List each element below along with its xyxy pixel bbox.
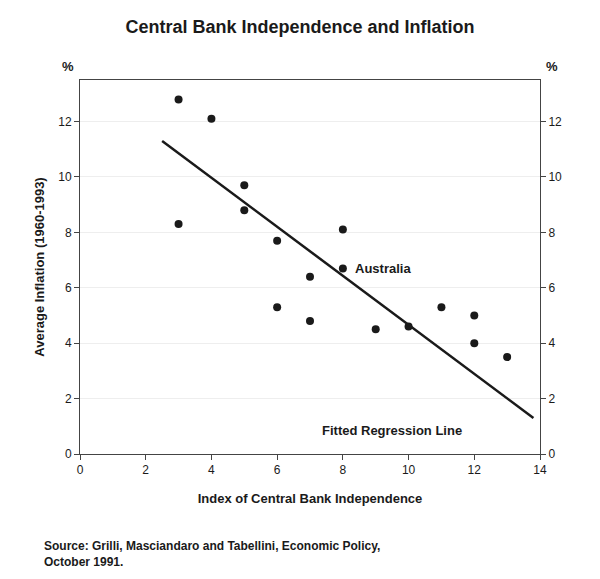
- svg-text:14: 14: [533, 463, 547, 477]
- svg-text:10: 10: [402, 463, 416, 477]
- svg-text:%: %: [546, 59, 558, 74]
- svg-text:12: 12: [548, 115, 562, 129]
- svg-text:6: 6: [548, 281, 555, 295]
- svg-text:0: 0: [77, 463, 84, 477]
- svg-text:%: %: [62, 59, 74, 74]
- svg-text:Australia: Australia: [355, 261, 411, 276]
- svg-text:Source: Grilli, Masciandaro an: Source: Grilli, Masciandaro and Tabellin…: [44, 539, 380, 569]
- svg-text:2: 2: [548, 392, 555, 406]
- svg-text:0: 0: [65, 447, 72, 461]
- svg-text:6: 6: [65, 281, 72, 295]
- svg-text:6: 6: [274, 463, 281, 477]
- svg-text:12: 12: [58, 115, 72, 129]
- svg-text:Fitted Regression Line: Fitted Regression Line: [322, 423, 462, 438]
- svg-text:4: 4: [548, 336, 555, 350]
- svg-text:Central Bank Independence and: Central Bank Independence and Inflation: [125, 17, 474, 37]
- svg-text:Average Inflation (1960-1993): Average Inflation (1960-1993): [32, 177, 47, 356]
- svg-text:4: 4: [208, 463, 215, 477]
- svg-text:2: 2: [142, 463, 149, 477]
- svg-text:8: 8: [65, 226, 72, 240]
- svg-text:Index of Central Bank Independ: Index of Central Bank Independence: [198, 491, 423, 506]
- svg-text:8: 8: [340, 463, 347, 477]
- svg-text:0: 0: [548, 447, 555, 461]
- svg-text:4: 4: [65, 336, 72, 350]
- svg-text:10: 10: [548, 170, 562, 184]
- svg-text:2: 2: [65, 392, 72, 406]
- svg-text:12: 12: [468, 463, 482, 477]
- svg-text:10: 10: [58, 170, 72, 184]
- svg-text:8: 8: [548, 226, 555, 240]
